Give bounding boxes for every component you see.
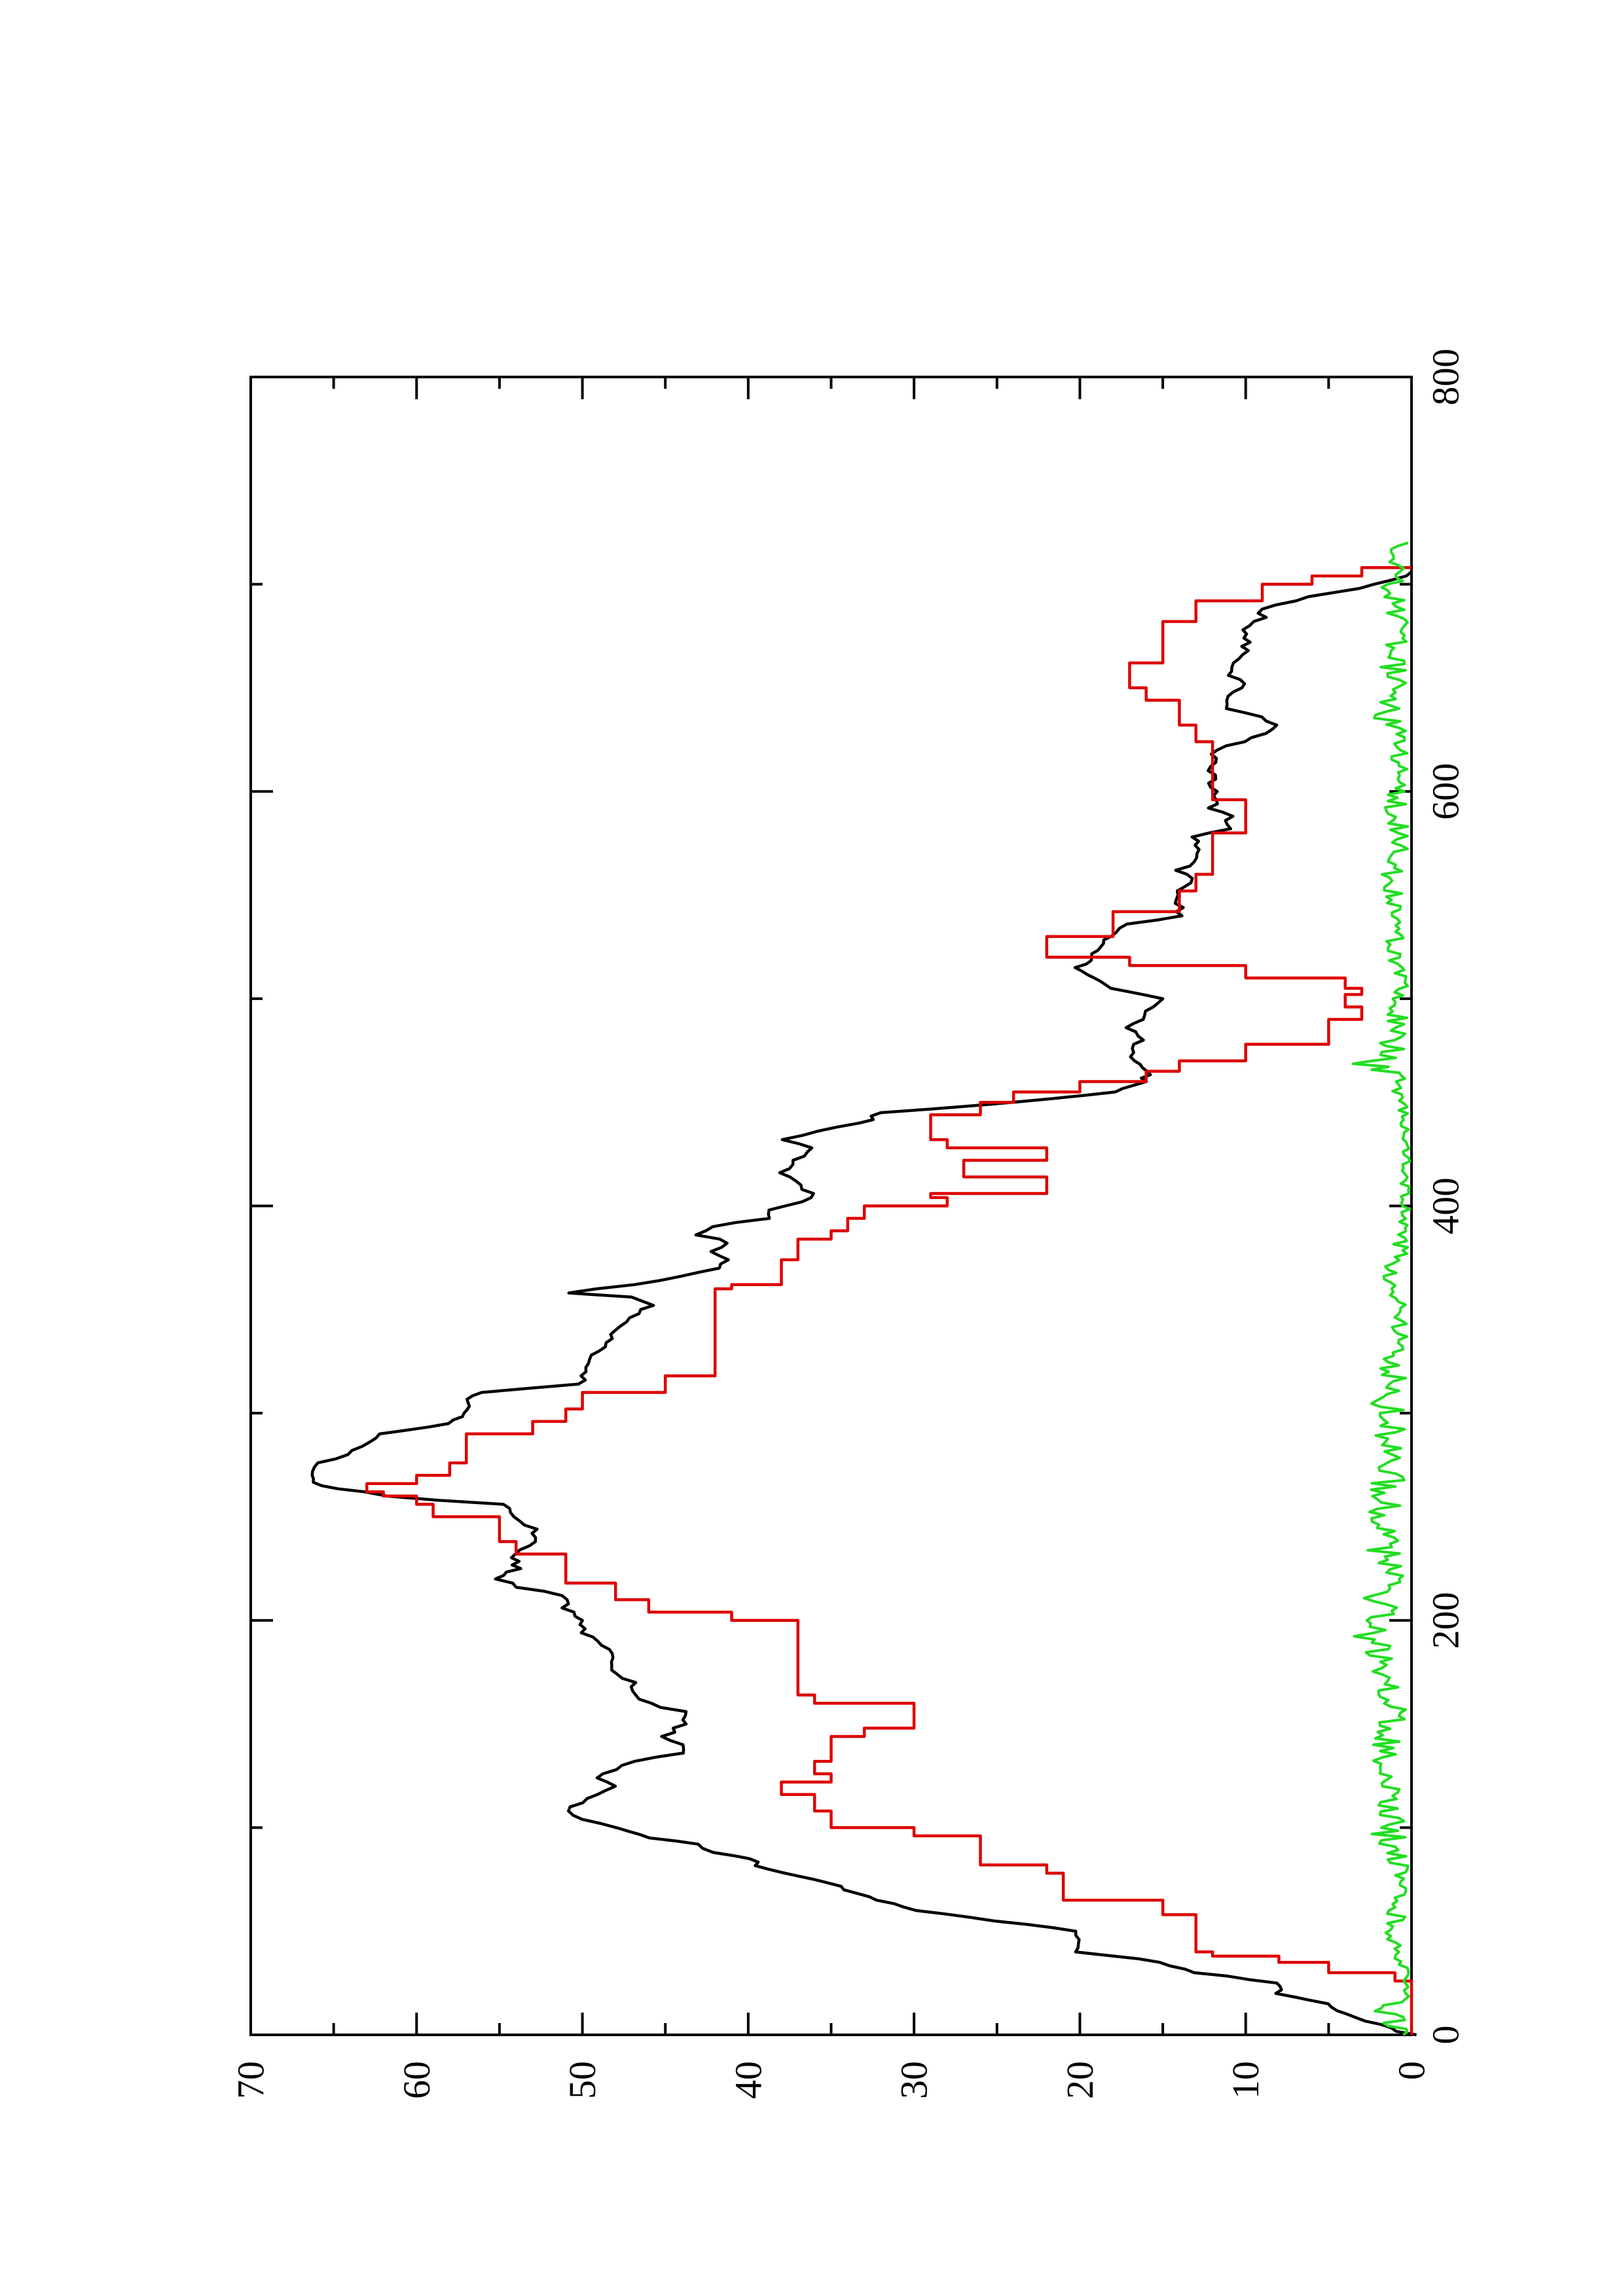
plot-area: 0 200 400 600 800 0 10 20 30 40 50 60 70	[230, 349, 1467, 2100]
x-tick-label: 600	[1425, 763, 1467, 820]
plot-frame	[249, 376, 1413, 2036]
y-tick-label: 40	[727, 2061, 769, 2099]
x-tick-label: 400	[1425, 1177, 1467, 1234]
y-tick-label: 10	[1224, 2061, 1267, 2099]
y-tick-label: 70	[230, 2061, 272, 2099]
series-line-1	[310, 570, 1417, 2037]
y-tick-label: 0	[1391, 2061, 1433, 2080]
series-line-2	[365, 566, 1413, 2035]
x-tick-label: 0	[1425, 2026, 1467, 2045]
y-tick-label: 30	[893, 2061, 936, 2099]
x-tick-label: 200	[1425, 1592, 1467, 1649]
y-tick-label: 60	[395, 2061, 438, 2099]
series-lines	[310, 541, 1417, 2037]
tick-labels: 0 200 400 600 800 0 10 20 30 40 50 60 70	[230, 349, 1467, 2100]
x-tick-label: 800	[1425, 349, 1467, 406]
tick-marks	[249, 376, 1413, 2036]
y-tick-label: 20	[1059, 2061, 1101, 2099]
series-line-3	[1351, 541, 1412, 2036]
y-tick-label: 50	[561, 2061, 604, 2099]
